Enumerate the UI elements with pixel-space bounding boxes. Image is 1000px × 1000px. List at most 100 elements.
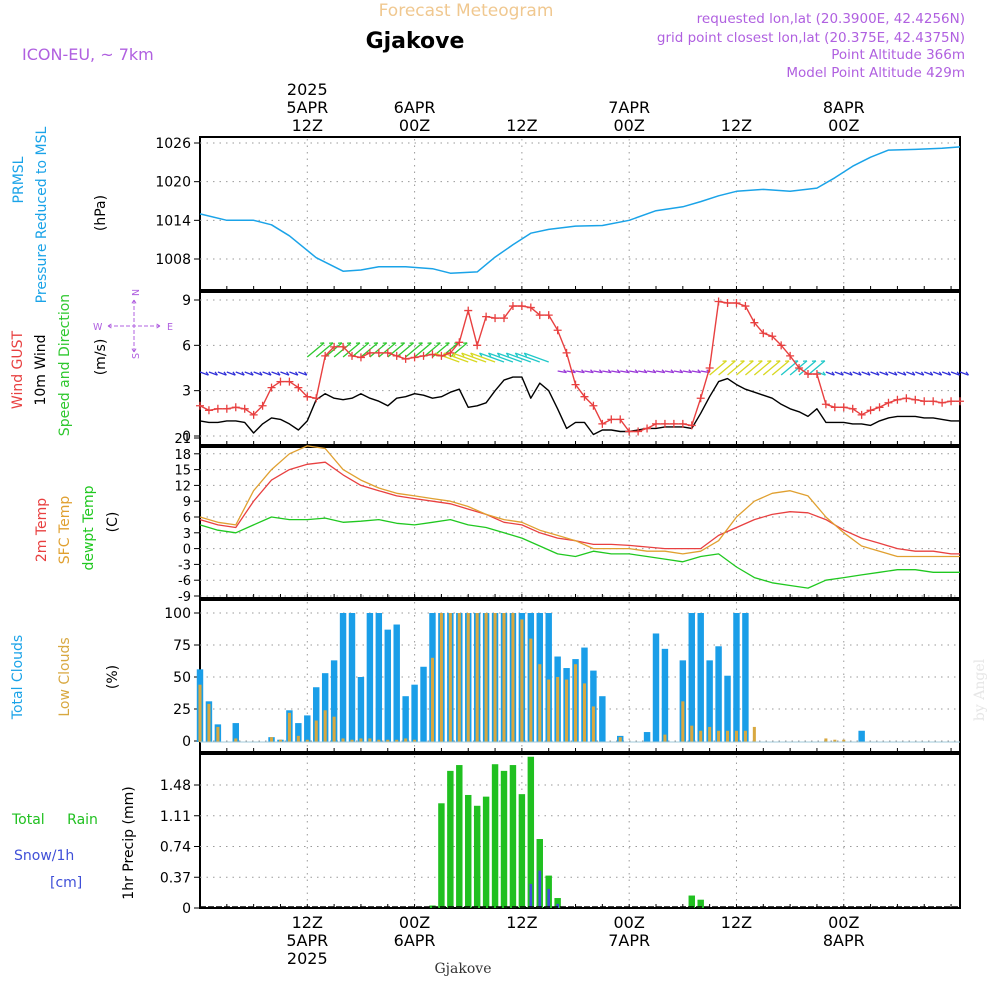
wind-arrow	[443, 352, 469, 363]
gust-marker	[446, 348, 455, 357]
total-cloud-bar	[232, 723, 239, 742]
wind-arrow	[488, 352, 514, 363]
low-cloud-bar	[404, 738, 408, 742]
gust-marker	[455, 338, 464, 347]
precip-tick-label: 1.11	[160, 809, 191, 825]
gust-marker	[634, 427, 643, 436]
wind-arrow-head	[938, 371, 943, 376]
plot-layers	[196, 146, 969, 908]
total-cloud-bar	[742, 613, 749, 742]
gust-marker	[401, 354, 410, 363]
top-axis-label: 00Z	[614, 116, 645, 135]
low-cloud-bar	[591, 706, 595, 742]
gust-marker	[893, 395, 902, 404]
wind-arrow-head	[505, 352, 510, 357]
temp-tick-label: 15	[174, 464, 191, 479]
gust-marker	[544, 311, 553, 320]
wind-arrow-head	[303, 371, 308, 376]
low-cloud-bar	[842, 739, 846, 742]
wind-arrow-head	[232, 371, 236, 376]
rain-bar	[518, 794, 526, 908]
total-cloud-bar	[715, 646, 722, 742]
total-cloud-bar	[357, 677, 365, 742]
low-cloud-bar	[395, 739, 399, 742]
total-cloud-bar	[295, 723, 302, 742]
wind-arrow-head	[661, 369, 666, 374]
pressure-tick-label: 1026	[155, 136, 191, 152]
rain-bar	[509, 765, 517, 908]
wind-arrow-head	[822, 371, 826, 376]
rain-bar	[697, 899, 704, 908]
gust-marker	[258, 401, 267, 410]
location-title: Gjakove	[366, 29, 465, 54]
wind-arrow	[718, 360, 736, 376]
wind-arrow-head	[634, 369, 639, 374]
total-cloud-bar	[679, 660, 687, 742]
wind-arrow-head	[205, 371, 209, 376]
wind-arrow-head	[590, 369, 594, 374]
precip-tick-label: 0.37	[160, 870, 191, 886]
wind-arrow	[843, 371, 853, 376]
low-cloud-bar	[386, 739, 390, 742]
gust-marker	[285, 377, 294, 386]
wind-arrow	[816, 371, 826, 376]
wind-arrow	[620, 370, 630, 374]
low-cloud-bar	[618, 737, 622, 742]
requested-coords: requested lon,lat (20.3900E, 42.4256N)	[697, 11, 965, 27]
wind-arrow	[557, 370, 567, 374]
total-cloud-bar	[652, 633, 660, 742]
gust-marker	[705, 364, 714, 372]
cloud-bars	[196, 613, 960, 743]
temp-tick-label: 3	[183, 527, 191, 542]
gust-marker	[768, 332, 777, 341]
gust-marker	[866, 406, 875, 415]
wind-arrow-head	[268, 371, 272, 376]
wind-arrow-head	[461, 352, 465, 357]
wind-arrow-head	[259, 371, 263, 376]
wind-arrow	[524, 352, 549, 363]
gust-marker	[526, 303, 535, 312]
wind-arrow	[691, 370, 701, 374]
wind-arrow-head	[563, 369, 567, 374]
clouds-unit: (%)	[105, 665, 121, 689]
gust-marker	[365, 348, 374, 357]
precip-tick-label: 1.48	[160, 778, 191, 794]
gust-marker	[240, 404, 249, 413]
wind-arrow	[280, 371, 290, 376]
gust-marker	[589, 401, 598, 410]
wind-arrow-head	[607, 369, 612, 374]
gust-marker	[473, 341, 482, 350]
wind-tick-label: 9	[182, 293, 191, 309]
gust-marker	[723, 299, 732, 308]
wind-arrow	[226, 371, 236, 376]
gust-marker	[669, 419, 678, 428]
gust-marker	[920, 397, 929, 406]
low-cloud-bar	[699, 730, 703, 742]
wind-arrow-head	[858, 371, 862, 376]
wind-arrow	[932, 371, 942, 376]
temp-unit: (C)	[105, 512, 121, 533]
wind-arrow-head	[223, 371, 227, 376]
low-cloud-bar	[341, 738, 345, 742]
low-cloud-bar	[556, 677, 560, 742]
snow-bar	[538, 870, 542, 908]
low-cloud-bar	[332, 716, 336, 742]
wind-arrow-head	[947, 371, 952, 376]
total-cloud-bar	[330, 660, 338, 742]
wind-arrow-head	[697, 369, 702, 374]
bottom-axis-label: 12Z	[506, 913, 537, 932]
gust-marker	[419, 351, 428, 360]
temp-label-sfc: SFC Temp	[57, 496, 73, 565]
low-cloud-bar	[359, 738, 363, 742]
wind-arrow-head	[487, 352, 492, 357]
clouds-tick-label: 0	[182, 734, 191, 750]
total-cloud-bar	[313, 687, 320, 742]
temp-frame	[199, 446, 961, 599]
gust-marker	[625, 427, 634, 436]
wind-10m-line	[199, 376, 960, 436]
wind-arrow	[566, 370, 576, 374]
total-cloud-bar	[339, 613, 347, 742]
wind-arrow-head	[849, 371, 853, 376]
gust-marker	[786, 351, 795, 360]
wind-arrow	[593, 370, 603, 374]
